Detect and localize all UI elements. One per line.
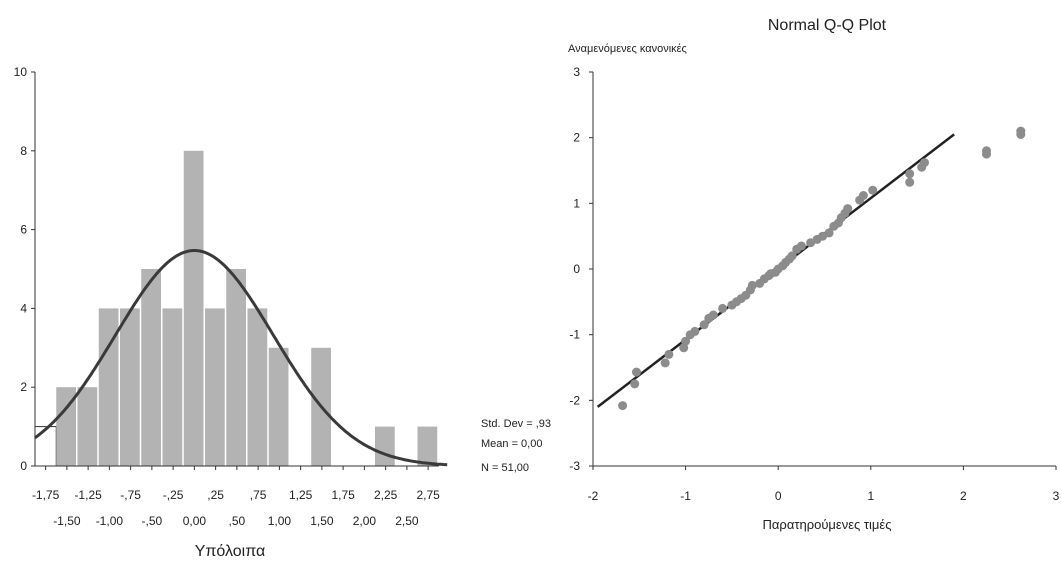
histogram-y-tick-label: 10	[14, 65, 28, 79]
histogram-bar	[77, 387, 98, 466]
qq-plot-chart: Normal Q-Q Plot Αναμενόμενες κανονικές Π…	[568, 17, 1060, 532]
qq-point	[868, 185, 878, 195]
qq-point	[1016, 126, 1026, 136]
qq-point	[664, 349, 674, 359]
qq-point	[632, 367, 641, 377]
qq-axes: -3 -2 -1 0 1 2 3 -2 -1 0 1 2 3	[569, 65, 1059, 503]
histogram-bar	[56, 387, 76, 466]
histogram-bar	[183, 150, 204, 467]
histogram-x-tick-label-top: -1,25	[74, 488, 102, 502]
histogram-bar	[268, 347, 289, 466]
histogram-x-tick-label-top: 2,25	[374, 488, 398, 502]
qq-point	[618, 401, 628, 411]
histogram-chart: 0 2 4 6 8 10 -1,75 -1,25 -,75 -,25 ,25 ,75 1,25 1,75 2…	[14, 65, 551, 560]
histogram-bar	[34, 426, 57, 467]
qq-point	[858, 191, 868, 200]
histogram-x-tick-label-bottom: 1,50	[310, 514, 334, 528]
qq-y-tick-label: -2	[569, 393, 580, 407]
qq-x-tick-label: 2	[960, 489, 967, 503]
qq-point	[708, 310, 718, 320]
histogram-y-tick-label: 0	[20, 459, 27, 473]
histogram-x-tick-label-bottom: -,50	[142, 514, 163, 528]
histogram-x-tick-label-bottom: -1,00	[96, 514, 124, 528]
stat-n: N = 51,00	[481, 462, 529, 474]
qq-x-tick-label: 1	[867, 489, 874, 503]
qq-point	[796, 241, 806, 251]
qq-point	[747, 280, 757, 290]
histogram-x-tick-label-bottom: 2,00	[353, 514, 377, 528]
stat-std-dev: Std. Dev = ,93	[481, 418, 551, 430]
qq-y-tick-label: -3	[569, 459, 580, 473]
histogram-x-tick-label-bottom: 2,50	[395, 514, 419, 528]
histogram-x-tick-label-bottom: 0,00	[183, 514, 207, 528]
qq-point	[787, 251, 797, 261]
histogram-y-tick-label: 6	[20, 223, 27, 237]
histogram-bar	[417, 426, 438, 466]
qq-point	[690, 326, 700, 336]
histogram-bar	[120, 308, 140, 466]
qq-y-axis-label: Αναμενόμενες κανονικές	[568, 43, 687, 55]
qq-point	[718, 303, 728, 313]
qq-point	[920, 158, 929, 168]
qq-point	[843, 204, 853, 214]
histogram-x-tick-label-top: 1,25	[289, 488, 313, 502]
histogram-x-tick-label-top: ,25	[207, 488, 224, 502]
histogram-x-tick-label-top: 1,75	[331, 488, 355, 502]
histogram-bar	[226, 269, 246, 466]
histogram-bar	[375, 426, 395, 466]
qq-point	[681, 336, 691, 346]
qq-y-tick-label: 3	[573, 65, 580, 79]
histogram-x-tick-label-top: 2,75	[416, 488, 440, 502]
qq-point	[905, 169, 915, 179]
qq-x-tick-label: -2	[588, 489, 599, 503]
qq-point	[630, 379, 640, 389]
qq-y-tick-label: -1	[569, 328, 580, 342]
stat-mean: Mean = 0,00	[481, 438, 542, 450]
histogram-y-tick-label: 8	[20, 144, 27, 158]
qq-points	[618, 126, 1026, 411]
qq-point	[905, 177, 915, 187]
histogram-bar	[247, 308, 268, 466]
histogram-bar	[162, 308, 183, 466]
histogram-bars	[34, 150, 438, 467]
qq-plot-title: Normal Q-Q Plot	[768, 17, 887, 34]
qq-point	[982, 146, 991, 156]
histogram-x-tick-label-bottom: ,50	[229, 514, 246, 528]
normal-curve	[34, 249, 448, 467]
histogram-bar	[141, 269, 161, 466]
qq-point	[699, 320, 709, 330]
histogram-x-axis-label: Υπόλοιπα	[195, 543, 266, 560]
histogram-x-tick-label-top: -,25	[163, 488, 184, 502]
qq-point	[660, 358, 670, 368]
qq-y-tick-label: 0	[573, 262, 580, 276]
histogram-bar	[98, 308, 119, 466]
histogram-x-tick-label-top: ,75	[250, 488, 267, 502]
histogram-bar	[205, 308, 225, 466]
qq-x-axis-label: Παρατηρούμενες τιμές	[763, 517, 892, 532]
qq-y-tick-label: 1	[573, 196, 580, 210]
qq-y-tick-label: 2	[573, 131, 580, 145]
histogram-x-tick-label-bottom: -1,50	[53, 514, 81, 528]
qq-x-tick-label: 3	[1053, 489, 1060, 503]
histogram-x-tick-label-top: -,75	[120, 488, 141, 502]
qq-point	[824, 228, 834, 238]
qq-x-tick-label: 0	[775, 489, 782, 503]
histogram-y-tick-label: 4	[20, 301, 27, 315]
qq-x-tick-label: -1	[680, 489, 691, 503]
histogram-x-tick-label-top: -1,75	[32, 488, 60, 502]
histogram-axes: 0 2 4 6 8 10 -1,75 -1,25 -,75 -,25 ,25 ,75 1,25 1,75 2…	[14, 65, 440, 528]
histogram-x-tick-label-bottom: 1,00	[268, 514, 292, 528]
histogram-y-tick-label: 2	[20, 380, 27, 394]
